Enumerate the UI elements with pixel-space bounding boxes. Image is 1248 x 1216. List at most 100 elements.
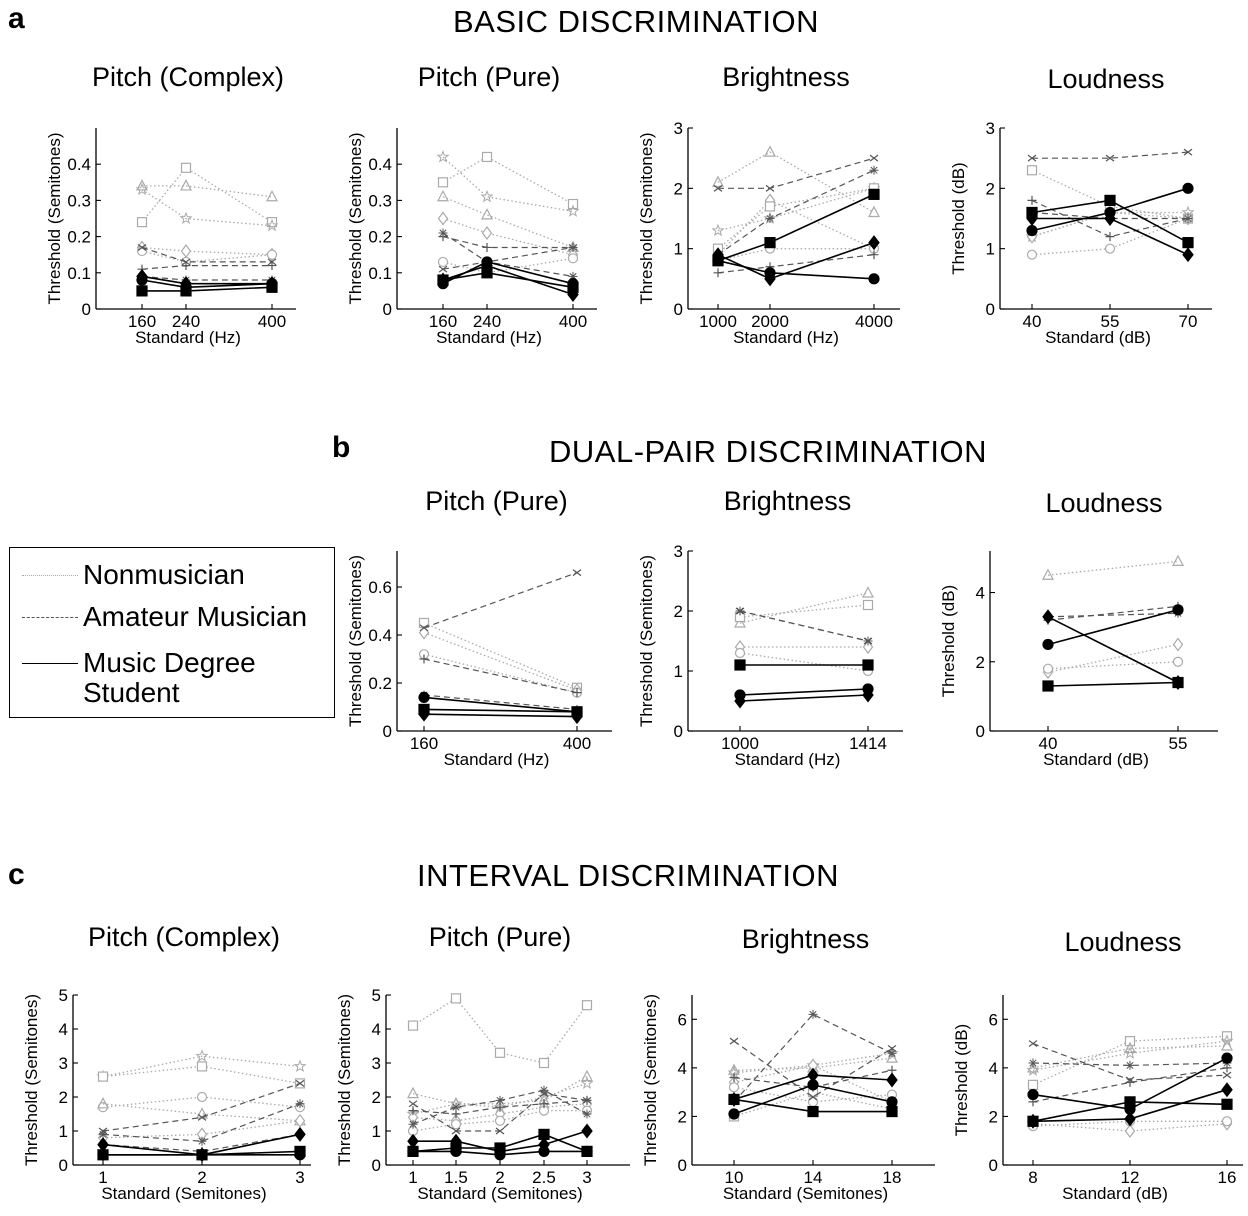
y-axis-label: Threshold (dB) bbox=[939, 585, 958, 697]
x-axis-label: Standard (dB) bbox=[1043, 750, 1149, 769]
series-line bbox=[1047, 560, 1179, 576]
data-point bbox=[419, 654, 429, 664]
y-axis-label: Threshold (Semitones) bbox=[641, 994, 660, 1166]
series-degree-circle bbox=[418, 691, 583, 718]
y-tick-label: 1 bbox=[59, 1122, 68, 1141]
series-nonmusician-circle bbox=[1042, 656, 1184, 674]
series-nonmusician-triangle bbox=[1042, 554, 1184, 580]
data-point bbox=[450, 1145, 462, 1158]
chart-title: Pitch (Pure) bbox=[425, 486, 568, 516]
y-tick-label: 2 bbox=[674, 602, 683, 621]
data-point bbox=[480, 189, 494, 203]
chart-title: Pitch (Pure) bbox=[418, 62, 561, 92]
data-point bbox=[137, 243, 147, 251]
y-tick-label: 0 bbox=[674, 722, 683, 741]
series-line bbox=[718, 157, 875, 189]
x-tick-label: 400 bbox=[559, 312, 587, 331]
data-point bbox=[197, 1113, 207, 1121]
y-tick-label: 2 bbox=[678, 1107, 687, 1126]
x-tick-label: 1 bbox=[98, 1168, 107, 1187]
data-point bbox=[1104, 211, 1116, 226]
series-line bbox=[423, 622, 578, 689]
data-point bbox=[419, 624, 429, 632]
data-point bbox=[808, 1009, 818, 1019]
series-nonmusician-diamond bbox=[136, 240, 278, 262]
x-tick-label: 2 bbox=[197, 1168, 206, 1187]
series-line bbox=[1047, 609, 1179, 646]
y-tick-label: 4 bbox=[59, 1020, 68, 1039]
x-tick-label: 12 bbox=[1121, 1168, 1140, 1187]
legend-line-nonmusician bbox=[22, 575, 78, 576]
series-line bbox=[442, 196, 574, 249]
series-line bbox=[733, 1057, 893, 1071]
chart-title: Pitch (Pure) bbox=[429, 922, 572, 952]
data-point bbox=[495, 1102, 505, 1112]
y-tick-label: 1 bbox=[372, 1122, 381, 1141]
data-point bbox=[713, 184, 723, 192]
x-axis-label: Standard (Semitones) bbox=[101, 1184, 266, 1203]
series-line bbox=[1032, 1067, 1228, 1103]
data-point bbox=[886, 1072, 898, 1088]
series-line bbox=[739, 694, 869, 702]
series-line bbox=[1047, 605, 1179, 621]
y-tick-label: 0.2 bbox=[368, 228, 392, 247]
panel-letter-c: c bbox=[8, 858, 25, 891]
x-tick-label: 14 bbox=[804, 1168, 823, 1187]
series-amateur-x bbox=[419, 569, 582, 632]
data-point bbox=[1221, 1052, 1233, 1064]
data-point bbox=[862, 586, 874, 598]
data-point bbox=[494, 1115, 506, 1126]
y-tick-label: 3 bbox=[372, 1054, 381, 1073]
series-line bbox=[1047, 616, 1179, 684]
data-point bbox=[581, 1069, 593, 1082]
x-tick-label: 2.5 bbox=[532, 1168, 556, 1187]
series-degree-circle bbox=[97, 1149, 306, 1161]
data-point bbox=[1124, 1041, 1136, 1054]
data-point bbox=[1125, 1060, 1135, 1070]
data-point bbox=[581, 1145, 593, 1158]
y-tick-label: 4 bbox=[372, 1020, 381, 1039]
series-degree-circle bbox=[728, 1079, 898, 1120]
section-title-dual-pair: DUAL-PAIR DISCRIMINATION bbox=[549, 434, 987, 469]
data-point bbox=[862, 640, 874, 654]
subplot-b-4: Pitch (Pure) 0 0.2 0.4 0.6 160 400 Standard (Hz… bbox=[346, 486, 612, 769]
data-point bbox=[135, 182, 149, 196]
data-point bbox=[418, 691, 430, 704]
data-point bbox=[97, 1149, 109, 1161]
data-point bbox=[408, 1119, 418, 1129]
y-axis-label: Threshold (Semitones) bbox=[335, 994, 354, 1166]
data-point bbox=[98, 1129, 108, 1139]
series-line bbox=[442, 271, 574, 289]
series-line bbox=[1031, 211, 1188, 220]
y-tick-label: 6 bbox=[989, 1010, 998, 1029]
series-line bbox=[141, 265, 272, 270]
data-point bbox=[1124, 1124, 1136, 1138]
y-tick-label: 2 bbox=[989, 1107, 998, 1126]
y-axis-label: Threshold (Semitones) bbox=[22, 994, 41, 1166]
data-point bbox=[582, 1095, 592, 1105]
series-line bbox=[423, 713, 578, 718]
panel-letter-a: a bbox=[8, 2, 25, 35]
data-point bbox=[1027, 195, 1037, 205]
x-axis-label: Standard (Hz) bbox=[735, 750, 841, 769]
data-point bbox=[267, 261, 277, 271]
series-line bbox=[442, 264, 574, 296]
data-point bbox=[567, 287, 579, 303]
x-tick-label: 10 bbox=[725, 1168, 744, 1187]
series-line bbox=[102, 1096, 301, 1108]
y-tick-label: 4 bbox=[989, 1059, 998, 1078]
data-point bbox=[886, 1105, 898, 1118]
series-degree-circle bbox=[407, 1145, 593, 1161]
y-tick-label: 2 bbox=[59, 1088, 68, 1107]
series-line bbox=[423, 694, 578, 710]
y-tick-label: 0.3 bbox=[67, 191, 91, 210]
legend-item-nonmusician: Nonmusician bbox=[10, 560, 334, 590]
data-point bbox=[136, 285, 148, 297]
data-point bbox=[1104, 243, 1116, 254]
x-tick-label: 240 bbox=[473, 312, 501, 331]
series-degree-diamond bbox=[734, 687, 874, 709]
data-point bbox=[1124, 1096, 1136, 1108]
x-tick-label: 2000 bbox=[751, 312, 789, 331]
data-point bbox=[265, 218, 279, 232]
